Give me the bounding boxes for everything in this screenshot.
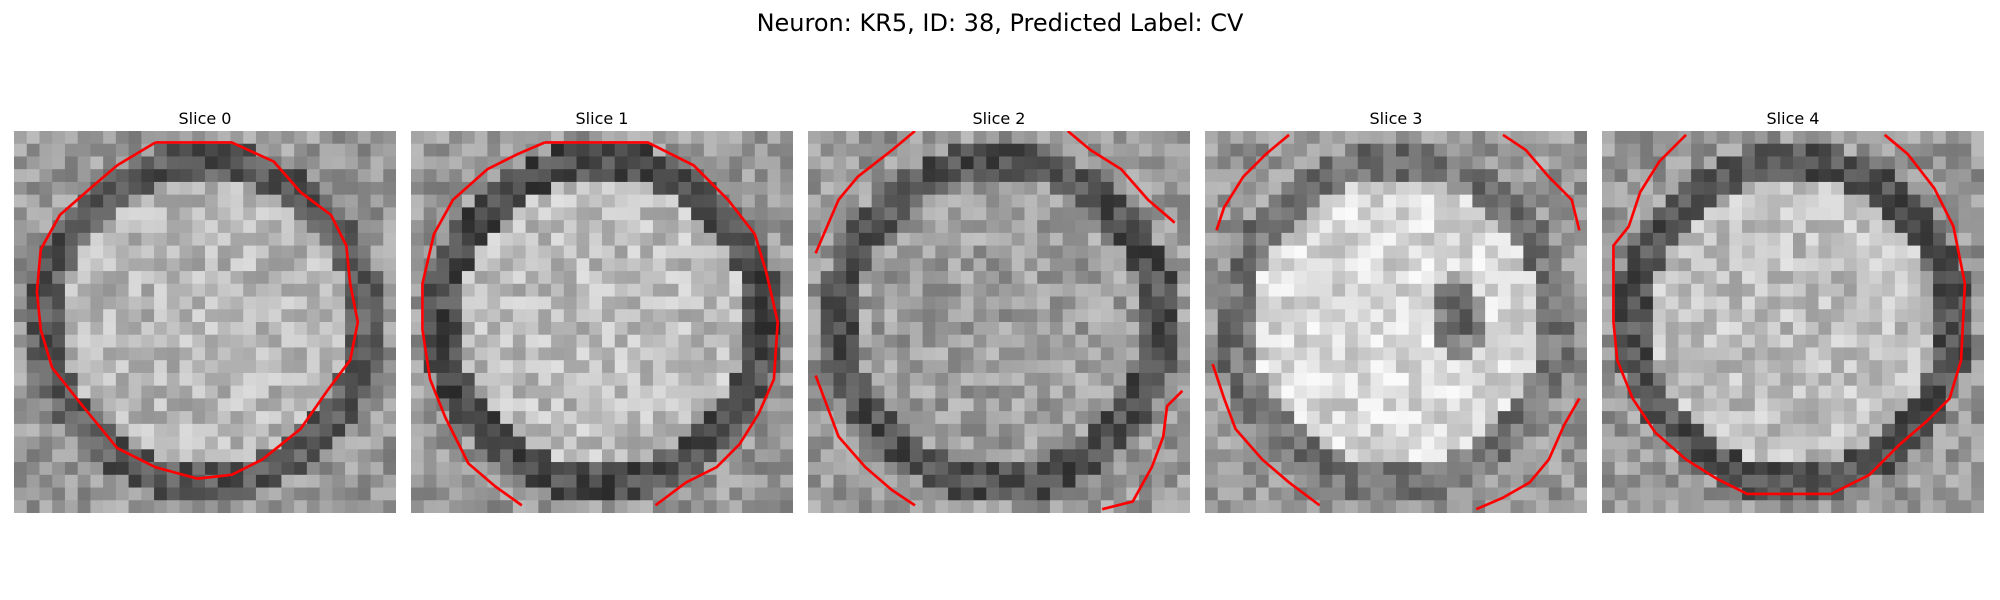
slice-panel-0: Slice 0 xyxy=(14,109,396,513)
slice-panel-4: Slice 4 xyxy=(1602,109,1984,513)
slice-panel-2: Slice 2 xyxy=(808,109,1190,513)
contour-line xyxy=(421,141,546,507)
contour-line xyxy=(1502,133,1581,231)
contour-line xyxy=(544,141,780,507)
slice-image-3 xyxy=(1205,131,1587,513)
contour-line xyxy=(35,141,360,480)
slice-title: Slice 2 xyxy=(972,109,1026,128)
slice-title: Slice 1 xyxy=(575,109,629,128)
slice-panel-1: Slice 1 xyxy=(411,109,793,513)
slice-image-1 xyxy=(411,131,793,513)
contour-line xyxy=(1215,133,1290,231)
slice-panel-3: Slice 3 xyxy=(1205,109,1587,513)
slice-title: Slice 3 xyxy=(1369,109,1423,128)
slice-title: Slice 0 xyxy=(178,109,232,128)
slice-image-4 xyxy=(1602,131,1984,513)
contour-line xyxy=(1475,397,1581,511)
figure-title: Neuron: KR5, ID: 38, Predicted Label: CV xyxy=(756,9,1244,37)
contour-line xyxy=(1211,363,1321,507)
slice-title: Slice 4 xyxy=(1766,109,1820,128)
contour-line xyxy=(1066,131,1176,224)
contour-line xyxy=(814,131,916,254)
slice-image-0 xyxy=(14,131,396,513)
slice-image-2 xyxy=(808,131,1190,513)
contour-line xyxy=(1612,133,1967,496)
contour-line xyxy=(1101,389,1184,511)
contour-line xyxy=(814,375,916,507)
